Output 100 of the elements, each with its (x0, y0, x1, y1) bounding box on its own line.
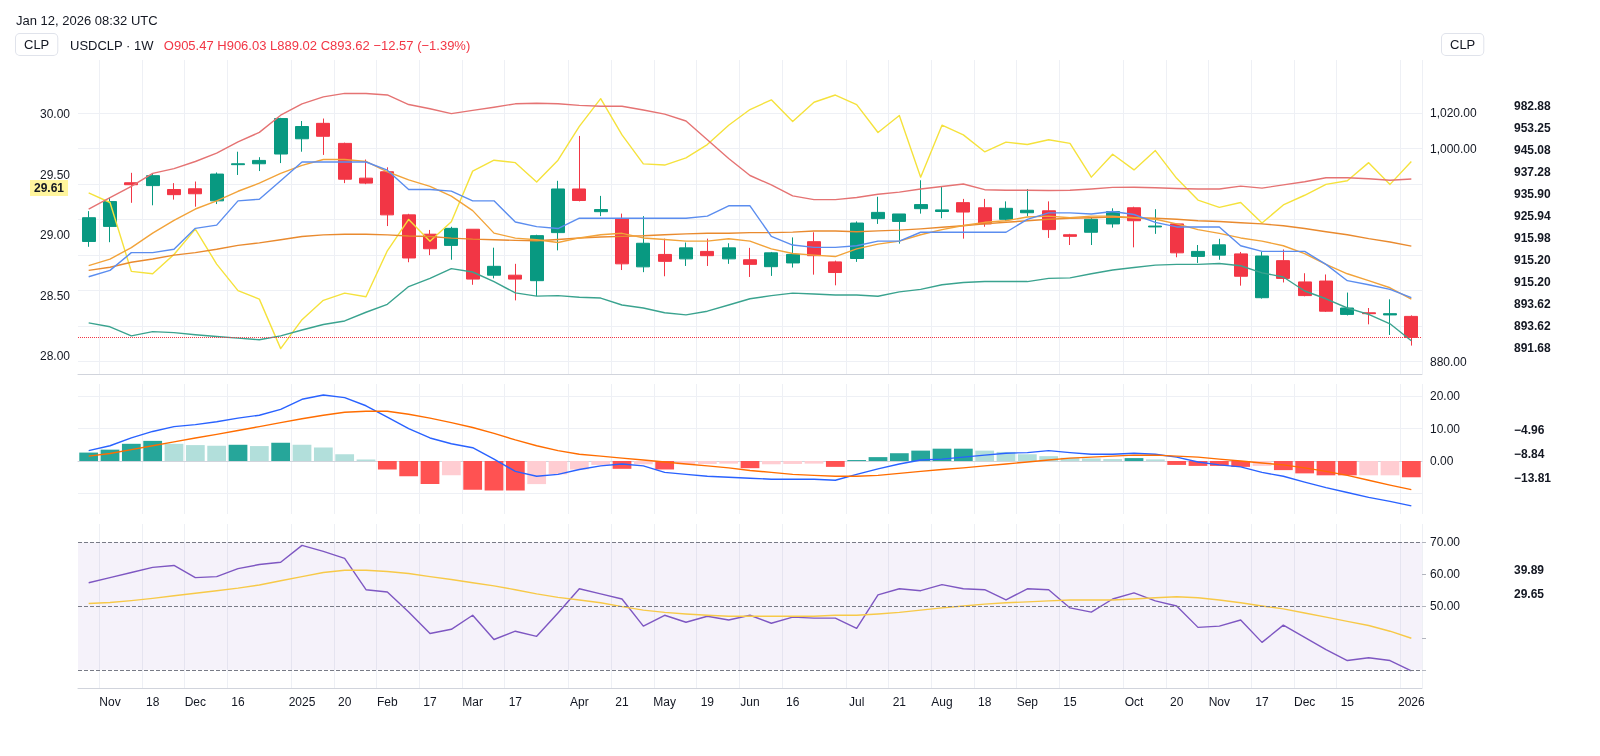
x-tick-label: Mar (462, 695, 483, 709)
x-tick-label: 19 (700, 695, 715, 709)
bar (1081, 458, 1101, 462)
x-tick-label: Nov (1208, 695, 1231, 709)
candlestick (572, 135, 586, 202)
x-tick-label: Dec (184, 695, 207, 709)
bar (591, 461, 611, 465)
bar (868, 457, 888, 462)
x-tick-label: Dec (1293, 695, 1316, 709)
text: 891.68 (1514, 341, 1552, 355)
candlestick (402, 213, 416, 263)
y-tick-label: 0.00 (1430, 454, 1454, 469)
text: 937.28 (1514, 165, 1552, 179)
x-tick-label: 2026 (1397, 695, 1425, 709)
text: 29.65 (1514, 587, 1545, 601)
bar (164, 443, 184, 462)
x-tick-label: Feb (376, 695, 398, 709)
bar (527, 461, 547, 485)
y-tick-label: 1,000.00 (1430, 141, 1478, 156)
candlestick (1340, 292, 1354, 316)
candlestick (188, 181, 202, 208)
x-tick-label: Sep (1016, 695, 1039, 709)
candlestick (551, 180, 565, 251)
y-tick-label: 10.00 (1430, 421, 1461, 436)
candlestick (828, 260, 842, 286)
x-tick-label: 16 (785, 695, 800, 709)
x-tick-label: 17 (1255, 695, 1269, 709)
bar (399, 461, 419, 477)
y2-axis-title: CLP (24, 37, 50, 52)
candlestick (231, 151, 245, 176)
candlestick (252, 156, 266, 172)
y2-tick-label: 29.50 (39, 167, 71, 182)
x-tick-label: Oct (1124, 695, 1144, 709)
bar (441, 461, 461, 476)
candlestick (679, 242, 693, 267)
x-tick-label: 18 (977, 695, 992, 709)
bar (783, 461, 803, 464)
candlestick (914, 179, 928, 215)
candlestick (487, 247, 501, 279)
candlestick (210, 171, 224, 205)
y-tick-label: 70.00 (1430, 535, 1461, 550)
bar (249, 446, 269, 462)
bar (1380, 461, 1400, 476)
candlestick (1319, 273, 1333, 313)
x-tick-label: Jun (740, 695, 760, 709)
candlestick (316, 118, 330, 156)
x-tick-label: Nov (99, 695, 121, 709)
candlestick (146, 172, 160, 206)
candlestick (1020, 188, 1034, 217)
bar (1167, 461, 1187, 465)
x-tick-label: 20 (1169, 695, 1184, 709)
chart-title: USDCLP · 1W (70, 38, 155, 53)
bar (207, 445, 227, 462)
x-tick-label: Jul (848, 695, 865, 709)
candlestick (999, 200, 1013, 222)
text: 925.94 (1514, 209, 1552, 223)
line-series (87, 410, 1413, 491)
candlestick (508, 263, 522, 301)
bar (463, 461, 483, 490)
text: 39.89 (1514, 563, 1545, 577)
bar (185, 445, 205, 462)
y-axis-title: CLP (1450, 37, 1476, 52)
bar (484, 461, 504, 491)
bar (719, 461, 739, 464)
candlestick (1383, 298, 1397, 336)
line-series (87, 216, 1413, 272)
y2-tick-label: 28.50 (39, 288, 71, 303)
bar (1359, 461, 1379, 476)
candlestick (1191, 244, 1205, 264)
bar (271, 442, 291, 462)
x-tick-label: Aug (931, 695, 953, 709)
x-tick-label: 16 (231, 695, 245, 709)
candlestick (871, 196, 885, 225)
x-tick-label: 17 (508, 695, 523, 709)
text: 29.61 (34, 181, 65, 195)
y2-tick-label: 29.00 (39, 228, 71, 243)
bar (143, 440, 163, 462)
text: 915.20 (1514, 275, 1552, 289)
text: Jan 12, 2026 08:32 UTC (16, 13, 158, 28)
candlestick (1298, 272, 1312, 297)
candlestick (380, 166, 394, 227)
candlestick (786, 236, 800, 269)
bar (1337, 461, 1357, 476)
candlestick (1255, 251, 1269, 300)
line-series (87, 92, 1413, 210)
x-tick-label: 21 (615, 695, 629, 709)
bar (548, 461, 568, 475)
bar (313, 447, 333, 462)
bar (825, 461, 845, 467)
candlestick (1084, 217, 1098, 246)
candlestick (892, 213, 906, 245)
chart-subtitle: O905.47 H906.03 L889.02 C893.62 −12.57 (−1.39%) (163, 38, 471, 53)
bar (1017, 454, 1037, 462)
text: 935.90 (1514, 187, 1552, 201)
text: −13.81 (1514, 471, 1552, 485)
candlestick (82, 210, 96, 248)
text: 953.25 (1514, 121, 1552, 135)
candlestick (1063, 233, 1077, 246)
text: 945.08 (1514, 143, 1552, 157)
bar (697, 461, 717, 464)
